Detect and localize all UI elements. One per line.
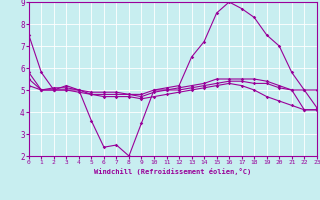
X-axis label: Windchill (Refroidissement éolien,°C): Windchill (Refroidissement éolien,°C)	[94, 168, 252, 175]
